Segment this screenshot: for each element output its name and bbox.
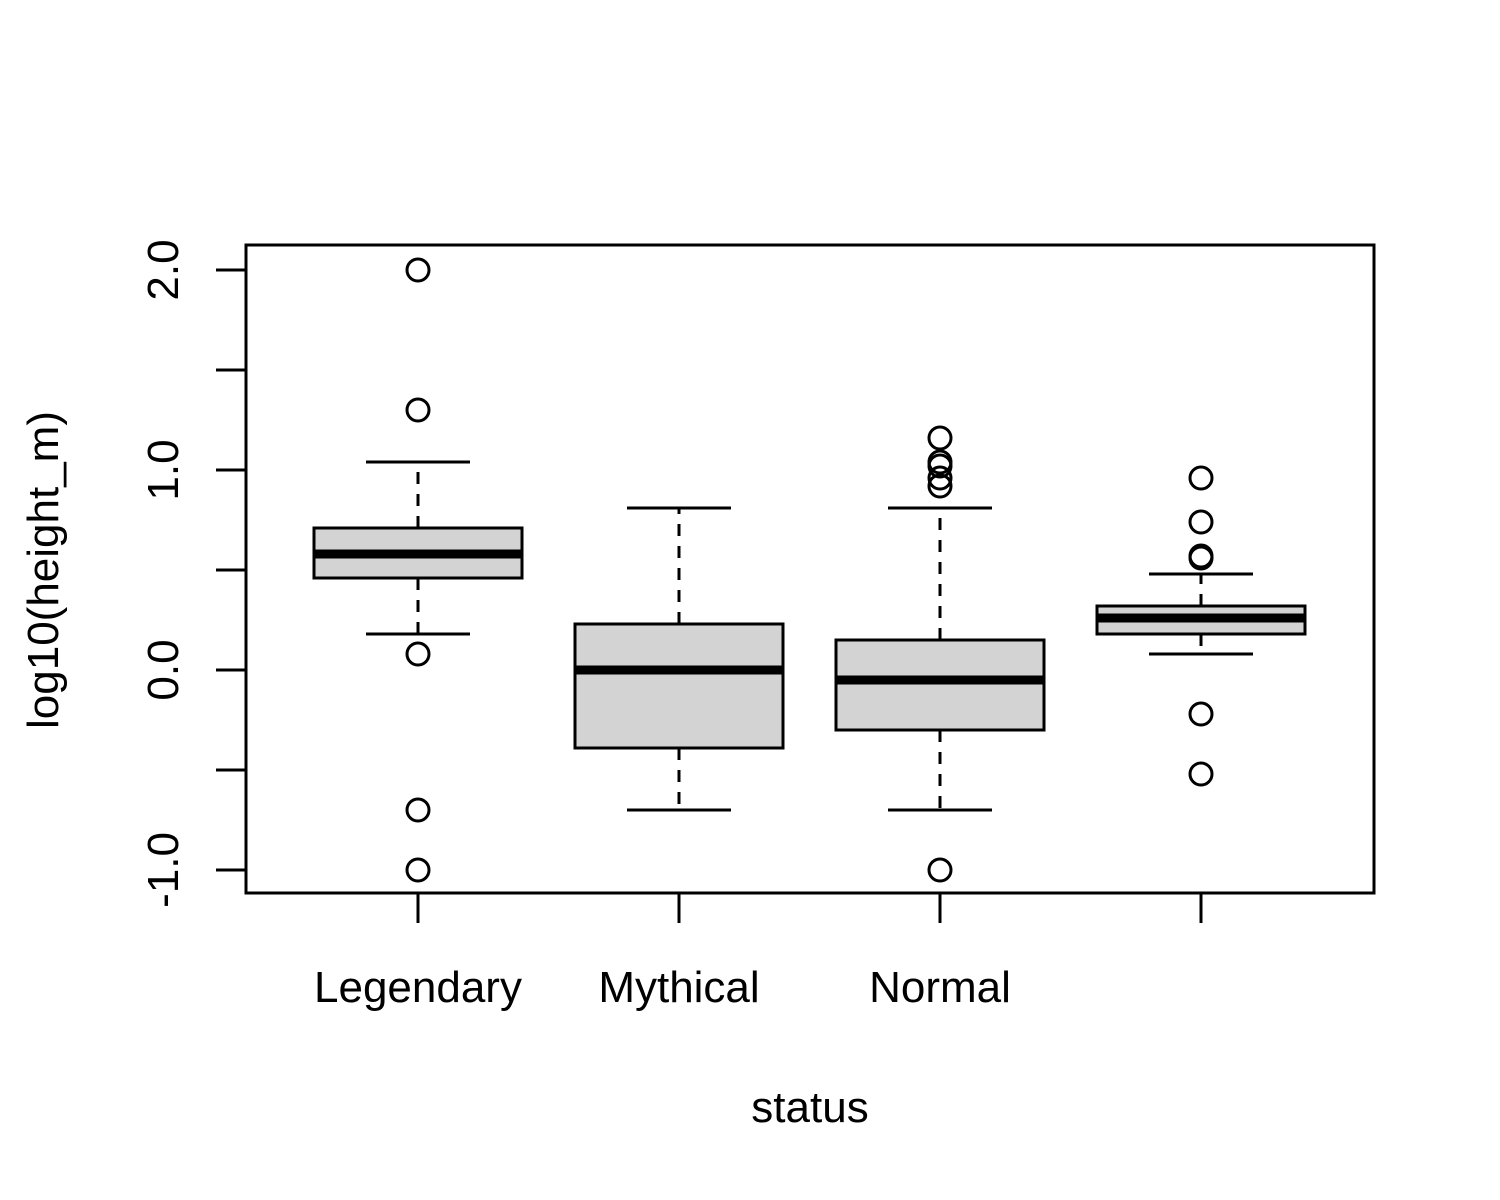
outlier-point: [927, 453, 953, 479]
y-tick-label: 2.0: [139, 239, 188, 300]
x-tick-label: Mythical: [598, 963, 759, 1012]
y-axis: -1.0 0.0 1.0 2.0: [139, 239, 248, 908]
outlier-point: [405, 797, 431, 823]
x-tick-label: Normal: [869, 963, 1011, 1012]
x-tick-label: Legendary: [314, 963, 522, 1012]
outlier-point: [1188, 509, 1214, 535]
box-group: [573, 506, 785, 812]
y-tick-label: 0.0: [139, 639, 188, 700]
x-axis-label: status: [751, 1083, 868, 1132]
box-group: [834, 425, 1046, 883]
x-axis: Legendary Mythical Normal: [314, 893, 1203, 1012]
outlier-point: [405, 257, 431, 283]
outlier-point: [927, 425, 953, 451]
outlier-point: [1188, 761, 1214, 787]
outlier-point: [405, 641, 431, 667]
outlier-point: [1188, 701, 1214, 727]
outlier-point: [405, 857, 431, 883]
y-tick-label: 1.0: [139, 439, 188, 500]
box: [573, 622, 785, 750]
box-group: [1095, 465, 1307, 787]
box: [834, 638, 1046, 732]
outlier-point: [405, 397, 431, 423]
outlier-point: [927, 473, 953, 499]
outlier-point: [1188, 545, 1214, 571]
y-tick-label: -1.0: [139, 832, 188, 908]
outlier-point: [927, 465, 953, 491]
outlier-point: [1188, 465, 1214, 491]
outlier-point: [927, 857, 953, 883]
box-group: [312, 257, 524, 883]
boxes-layer: [312, 257, 1307, 883]
y-axis-label: log10(height_m): [19, 411, 68, 729]
